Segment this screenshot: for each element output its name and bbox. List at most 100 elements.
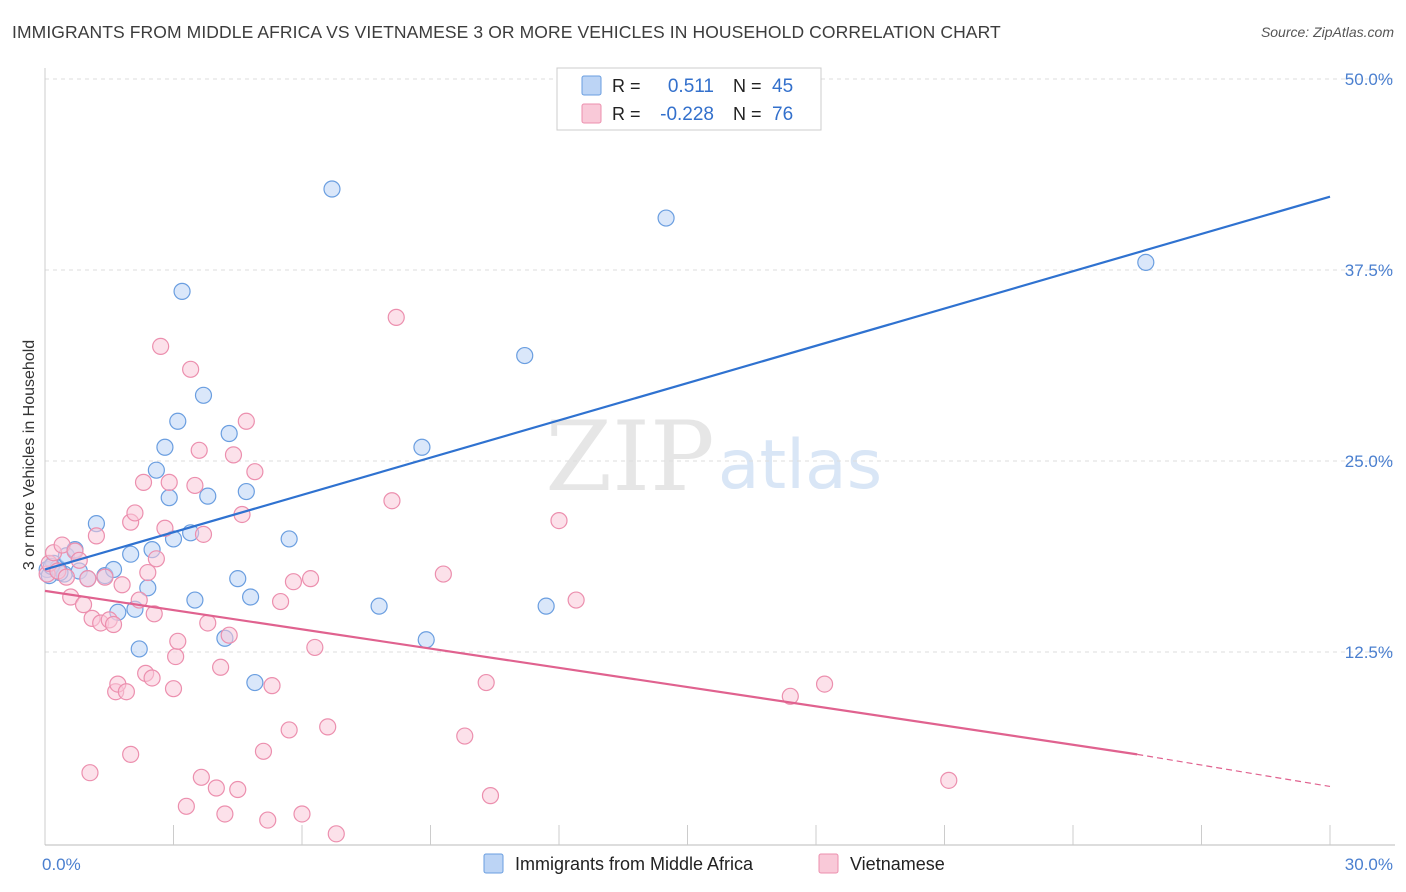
middle-africa-point-25: [186, 591, 204, 609]
vietnamese-point-48: [224, 446, 243, 464]
middle-africa-point-39: [516, 346, 534, 365]
vietnamese-point-62: [319, 718, 337, 736]
vietnamese-point-38: [182, 360, 200, 378]
vietnamese-trendline: [44, 589, 1138, 756]
y-tick-labels: 12.5% 25.0% 37.5% 50.0%: [1345, 70, 1393, 662]
middle-africa-point-13: [122, 545, 140, 563]
grid-lines: [45, 78, 1395, 653]
watermark-atlas: atlas: [718, 426, 882, 505]
y-tick-label-2: 37.5%: [1345, 261, 1393, 280]
vietnamese-point-25: [134, 473, 153, 491]
bottom-legend-label-vietnamese: Vietnamese: [850, 854, 945, 874]
middle-africa-point-15: [130, 640, 148, 658]
middle-africa-point-22: [169, 412, 187, 430]
x-tick-label-1: 30.0%: [1345, 855, 1393, 874]
middle-africa-point-18: [147, 461, 165, 479]
vietnamese-point-57: [280, 721, 298, 739]
vietnamese-point-51: [237, 412, 255, 430]
vietnamese-point-44: [207, 779, 225, 797]
legend-r-value-0: 0.511: [668, 76, 714, 97]
vietnamese-point-30: [147, 550, 165, 568]
vietnamese-point-13: [87, 527, 106, 545]
series-points: [38, 180, 1155, 843]
vietnamese-point-40: [190, 441, 208, 459]
vietnamese-point-43: [199, 614, 217, 632]
legend-r-label-0: R =: [612, 76, 641, 96]
bottom-legend: Immigrants from Middle Africa Vietnamese: [483, 853, 945, 874]
top-legend: R = 0.511 N = 45 R = -0.228 N = 76: [556, 67, 822, 131]
vietnamese-point-28: [143, 669, 161, 687]
vietnamese-point-31: [152, 337, 170, 355]
middle-africa-point-41: [657, 209, 675, 227]
vietnamese-point-11: [81, 764, 99, 782]
vietnamese-point-20: [113, 576, 131, 594]
legend-r-value-1: -0.228: [660, 104, 714, 125]
vietnamese-point-46: [216, 805, 234, 823]
vietnamese-point-70: [550, 511, 568, 530]
middle-africa-point-26: [194, 386, 213, 404]
vietnamese-point-21: [117, 683, 135, 701]
vietnamese-point-56: [271, 592, 290, 611]
middle-africa-point-36: [370, 597, 388, 615]
vietnamese-point-9: [74, 596, 93, 614]
series-0-points: [38, 180, 1155, 692]
vietnamese-point-75: [122, 745, 140, 763]
vietnamese-point-65: [383, 492, 401, 510]
y-tick-label-1: 25.0%: [1345, 452, 1393, 471]
middle-africa-point-19: [156, 438, 174, 456]
vietnamese-point-73: [815, 675, 834, 693]
x-tick-labels: 0.0% 30.0%: [42, 855, 1393, 874]
y-axis-label: 3 or more Vehicles in Household: [21, 340, 38, 570]
vietnamese-point-63: [327, 825, 345, 843]
vietnamese-point-64: [387, 308, 405, 326]
x-tick-label-0: 0.0%: [42, 855, 81, 874]
vietnamese-point-17: [104, 615, 123, 634]
vietnamese-point-15: [96, 568, 114, 586]
middle-africa-point-37: [413, 438, 431, 456]
vietnamese-point-27: [139, 563, 157, 582]
vietnamese-point-35: [167, 647, 185, 666]
middle-africa-point-35: [323, 180, 341, 198]
middle-africa-point-29: [220, 424, 238, 443]
vietnamese-point-29: [145, 605, 163, 623]
middle-africa-point-40: [537, 597, 555, 615]
vietnamese-point-10: [79, 570, 97, 588]
vietnamese-point-49: [229, 780, 247, 799]
middle-africa-point-23: [173, 282, 191, 300]
legend-r-label-1: R =: [612, 104, 641, 124]
vietnamese-point-23: [126, 504, 144, 522]
vietnamese-point-59: [293, 805, 311, 823]
vietnamese-point-42: [194, 525, 213, 543]
legend-n-value-0: 45: [772, 76, 793, 97]
middle-africa-point-33: [246, 673, 264, 692]
vietnamese-point-61: [306, 638, 324, 657]
vietnamese-point-60: [301, 570, 320, 588]
vietnamese-point-67: [456, 727, 474, 745]
vietnamese-point-5: [57, 568, 76, 586]
chart-title: IMMIGRANTS FROM MIDDLE AFRICA VS VIETNAM…: [12, 22, 1001, 42]
middle-africa-point-34: [280, 530, 298, 548]
vietnamese-point-36: [169, 632, 187, 650]
watermark-zip: ZIP: [545, 401, 714, 513]
middle-africa-point-27: [199, 487, 217, 505]
middle-africa-point-30: [229, 570, 247, 588]
legend-n-label-0: N =: [733, 76, 762, 96]
vietnamese-point-39: [186, 476, 204, 495]
vietnamese-point-32: [156, 519, 174, 537]
middle-africa-point-38: [417, 631, 435, 649]
legend-swatch-vietnamese: [581, 103, 602, 124]
vietnamese-point-66: [434, 565, 452, 583]
middle-africa-point-31: [237, 482, 255, 501]
vietnamese-point-71: [567, 591, 585, 609]
vietnamese-point-72: [781, 687, 799, 705]
vietnamese-point-55: [263, 677, 281, 695]
middle-africa-point-42: [1137, 253, 1155, 271]
bottom-legend-label-middle-africa: Immigrants from Middle Africa: [515, 854, 754, 874]
y-tick-label-0: 12.5%: [1345, 643, 1393, 662]
vietnamese-point-68: [477, 673, 495, 692]
vietnamese-point-34: [164, 680, 183, 698]
legend-n-value-1: 76: [772, 104, 793, 125]
vietnamese-point-74: [940, 771, 958, 789]
vietnamese-trendline-extension: [1137, 753, 1331, 788]
